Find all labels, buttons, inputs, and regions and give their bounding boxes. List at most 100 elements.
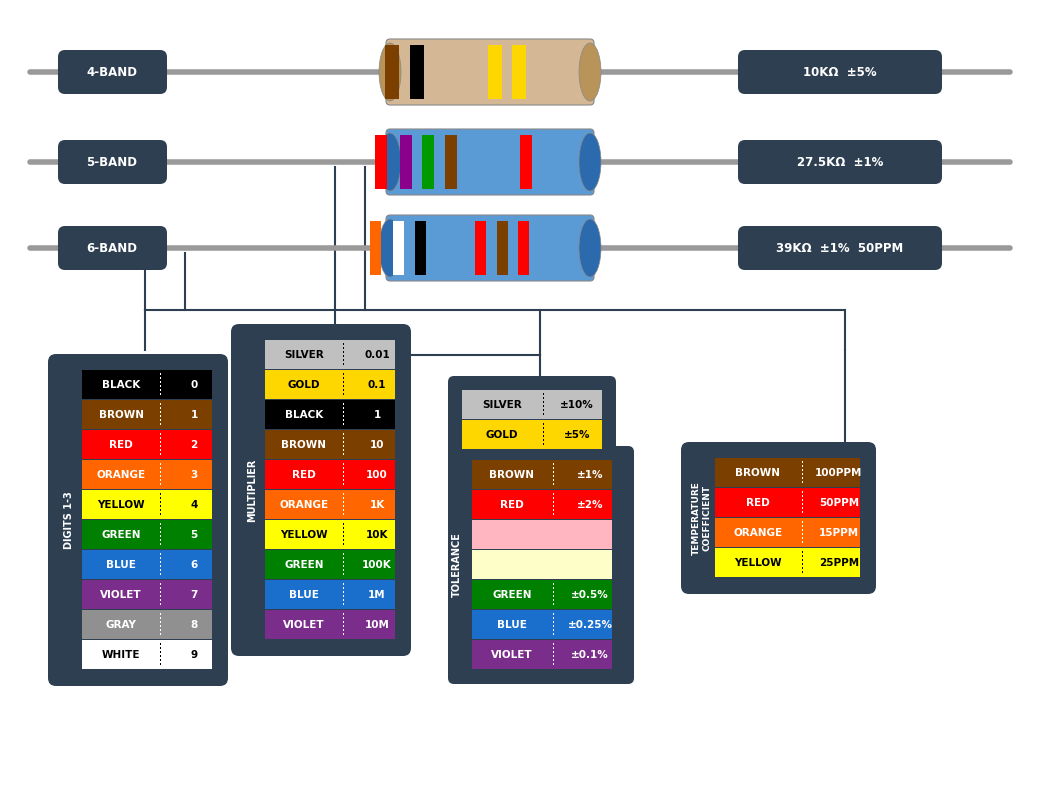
Text: 25PPM: 25PPM (818, 558, 859, 568)
Bar (488, 45, 502, 99)
Text: 1M: 1M (368, 590, 386, 600)
Bar (265, 370, 395, 399)
Text: ±0.25%: ±0.25% (568, 620, 612, 630)
Bar (82, 520, 212, 549)
Bar (462, 390, 602, 419)
Text: MULTIPLIER: MULTIPLIER (247, 458, 257, 522)
Text: WHITE: WHITE (102, 650, 140, 660)
Text: 2: 2 (191, 440, 198, 450)
Bar (265, 340, 395, 369)
Text: 39KΩ  ±1%  50PPM: 39KΩ ±1% 50PPM (777, 242, 903, 254)
Text: YELLOW: YELLOW (280, 530, 328, 540)
Text: RED: RED (292, 470, 315, 480)
Bar (472, 580, 612, 609)
FancyBboxPatch shape (447, 446, 634, 684)
Bar (265, 520, 395, 549)
Text: BROWN: BROWN (282, 440, 327, 450)
Text: TEMPERATURE
COEFFICIENT: TEMPERATURE COEFFICIENT (693, 481, 712, 555)
Text: SILVER: SILVER (284, 350, 324, 360)
Text: VIOLET: VIOLET (492, 650, 532, 660)
FancyBboxPatch shape (386, 39, 594, 105)
Ellipse shape (379, 43, 401, 101)
Bar (265, 550, 395, 579)
Bar (82, 490, 212, 519)
FancyBboxPatch shape (681, 442, 876, 594)
Text: 10M: 10M (365, 620, 390, 630)
Text: TOLERANCE: TOLERANCE (452, 533, 462, 597)
Bar (265, 460, 395, 489)
Bar (393, 221, 403, 275)
Text: 100K: 100K (363, 560, 392, 570)
Bar (400, 135, 412, 189)
Text: ±10%: ±10% (560, 400, 594, 410)
Text: 1: 1 (191, 410, 198, 420)
Text: GOLD: GOLD (288, 380, 321, 390)
Bar (422, 135, 434, 189)
Text: BROWN: BROWN (99, 410, 144, 420)
FancyBboxPatch shape (738, 50, 942, 94)
Ellipse shape (578, 219, 601, 277)
Text: ±0.1%: ±0.1% (571, 650, 609, 660)
Text: 10K: 10K (366, 530, 388, 540)
Text: RED: RED (109, 440, 133, 450)
Bar (375, 135, 387, 189)
Text: GREEN: GREEN (102, 530, 140, 540)
Bar (82, 460, 212, 489)
Text: GRAY: GRAY (106, 620, 136, 630)
Text: YELLOW: YELLOW (97, 500, 145, 510)
Text: 15PPM: 15PPM (818, 528, 859, 538)
FancyBboxPatch shape (386, 129, 594, 195)
Bar (462, 420, 602, 449)
Text: 27.5KΩ  ±1%: 27.5KΩ ±1% (796, 156, 883, 169)
Bar (370, 221, 381, 275)
Text: 8: 8 (191, 620, 198, 630)
Text: 5: 5 (191, 530, 198, 540)
Bar (472, 490, 612, 519)
Bar (472, 460, 612, 489)
Bar (512, 45, 526, 99)
FancyBboxPatch shape (48, 354, 228, 686)
Text: 1: 1 (373, 410, 380, 420)
Text: 9: 9 (191, 650, 198, 660)
Text: DIGITS 1-3: DIGITS 1-3 (64, 491, 74, 549)
Text: 100: 100 (366, 470, 388, 480)
Text: 4-BAND: 4-BAND (87, 65, 137, 79)
Text: ±5%: ±5% (564, 430, 590, 440)
Text: 3: 3 (191, 470, 198, 480)
Text: BLUE: BLUE (106, 560, 136, 570)
Bar (445, 135, 457, 189)
FancyBboxPatch shape (738, 140, 942, 184)
Bar (265, 490, 395, 519)
Bar (265, 400, 395, 429)
Bar (82, 610, 212, 639)
FancyBboxPatch shape (231, 324, 411, 656)
Text: 0.01: 0.01 (364, 350, 390, 360)
FancyBboxPatch shape (58, 140, 167, 184)
Text: BLACK: BLACK (102, 380, 140, 390)
Bar (715, 488, 860, 517)
Ellipse shape (578, 133, 601, 191)
Bar (472, 520, 612, 549)
Bar (82, 430, 212, 459)
Text: 100PPM: 100PPM (815, 468, 863, 478)
Bar (497, 221, 508, 275)
Text: ORANGE: ORANGE (280, 500, 329, 510)
Text: ±0.5%: ±0.5% (571, 590, 609, 600)
Text: 5-BAND: 5-BAND (87, 156, 137, 169)
Text: 7: 7 (191, 590, 198, 600)
Bar (518, 221, 529, 275)
Bar (265, 610, 395, 639)
Bar (472, 550, 612, 579)
Bar (82, 370, 212, 399)
FancyBboxPatch shape (738, 226, 942, 270)
Text: YELLOW: YELLOW (735, 558, 782, 568)
Text: 10: 10 (370, 440, 385, 450)
Text: 50PPM: 50PPM (818, 498, 859, 508)
FancyBboxPatch shape (447, 376, 616, 464)
Text: ±1%: ±1% (576, 470, 604, 480)
Bar (82, 550, 212, 579)
FancyBboxPatch shape (58, 226, 167, 270)
Text: ORANGE: ORANGE (734, 528, 783, 538)
Text: ORANGE: ORANGE (96, 470, 146, 480)
Bar (472, 610, 612, 639)
